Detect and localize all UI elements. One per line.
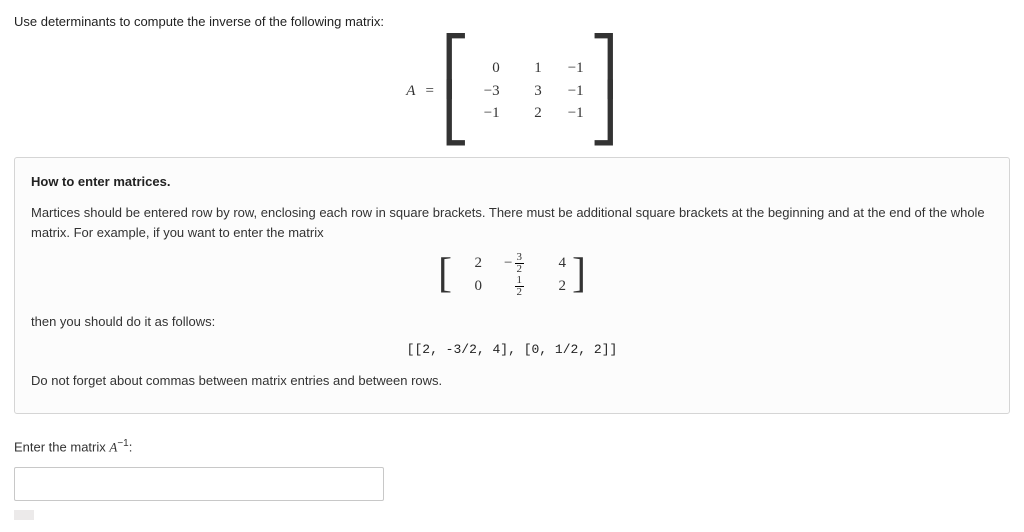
answer-prompt-suffix: : <box>129 439 133 454</box>
matrix-row: −3 3 −1 <box>476 80 584 103</box>
matrix-cell: −1 <box>560 57 584 80</box>
matrix-cell: −3 <box>476 80 500 103</box>
matrix-cell: 2 <box>518 102 542 125</box>
help-footer: Do not forget about commas between matri… <box>31 371 993 391</box>
answer-input[interactable] <box>14 467 384 501</box>
example-matrix: [ 2 −32 4 0 12 2 ] <box>438 252 586 298</box>
matrix-a-display: A= ⎡⎣ 01−1−33−1−12−1 ⎤⎦ <box>14 44 1010 139</box>
matrix-row: 0 12 2 <box>458 275 566 298</box>
answer-prompt: Enter the matrix A−1: <box>14 436 1010 457</box>
help-box: How to enter matrices. Martices should b… <box>14 157 1010 414</box>
matrix-cell: 4 <box>542 252 566 275</box>
answer-prompt-prefix: Enter the matrix <box>14 439 109 454</box>
matrix-cell: 1 <box>518 57 542 80</box>
matrix-cell: −32 <box>500 252 524 275</box>
matrix-cell: −1 <box>476 102 500 125</box>
matrix-cell: 2 <box>542 275 566 298</box>
bracket-right-icon: ⎤⎦ <box>590 44 618 139</box>
matrix-cell: 2 <box>458 252 482 275</box>
matrix-row: 01 −1 <box>476 57 584 80</box>
equals-sign: = <box>425 83 433 99</box>
matrix-a: ⎡⎣ 01−1−33−1−12−1 ⎤⎦ <box>442 44 618 139</box>
bracket-right-icon: ] <box>572 257 586 293</box>
bracket-left-icon: ⎡⎣ <box>442 44 470 139</box>
matrix-cell: −1 <box>560 102 584 125</box>
matrix-cell: 0 <box>476 57 500 80</box>
answer-prompt-exp: −1 <box>117 438 128 449</box>
matrix-row: 2 −32 4 <box>458 252 566 275</box>
matrix-row: −1 2 −1 <box>476 102 584 125</box>
bracket-left-icon: [ <box>438 257 452 293</box>
matrix-cell: 0 <box>458 275 482 298</box>
help-intro: Martices should be entered row by row, e… <box>31 203 993 242</box>
matrix-a-label: A <box>406 83 415 99</box>
matrix-cell: −1 <box>560 80 584 103</box>
help-title: How to enter matrices. <box>31 172 993 192</box>
code-example: [[2, -3/2, 4], [0, 1/2, 2]] <box>31 340 993 360</box>
example-matrix-display: [ 2 −32 4 0 12 2 ] <box>31 252 993 298</box>
submit-button[interactable] <box>14 510 34 520</box>
help-then-text: then you should do it as follows: <box>31 312 993 332</box>
matrix-cell: 3 <box>518 80 542 103</box>
question-text: Use determinants to compute the inverse … <box>14 12 1010 32</box>
matrix-cell: 12 <box>500 275 524 298</box>
